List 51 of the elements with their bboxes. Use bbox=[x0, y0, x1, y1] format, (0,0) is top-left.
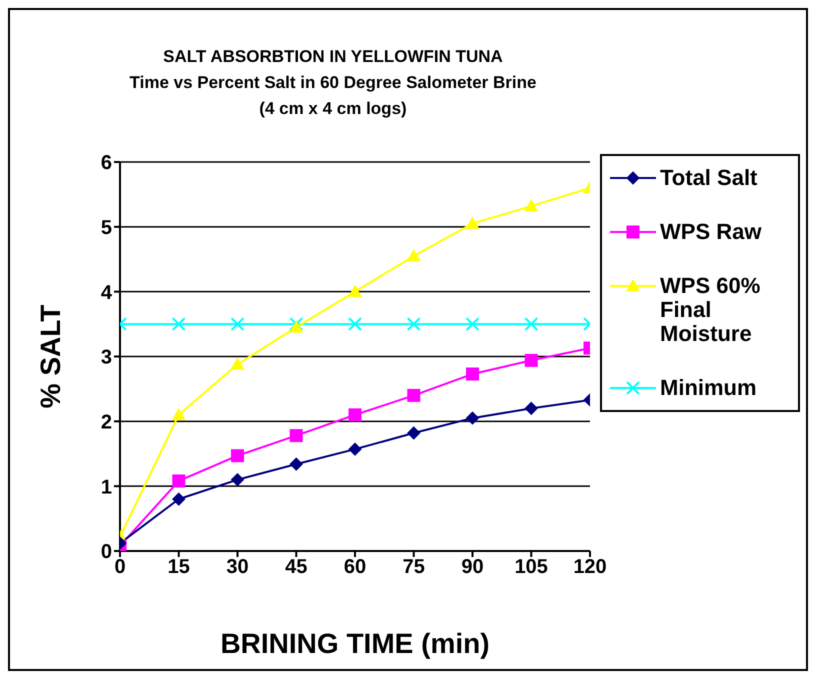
point bbox=[348, 442, 362, 456]
chart-subtitle: Time vs Percent Salt in 60 Degree Salometer Brine (4 cm x 4 cm logs) bbox=[128, 72, 538, 120]
x-tick-label: 90 bbox=[461, 556, 484, 578]
point bbox=[466, 317, 480, 332]
point bbox=[466, 217, 479, 229]
point bbox=[348, 285, 362, 297]
point bbox=[172, 474, 186, 488]
point bbox=[348, 408, 362, 422]
legend-label: WPS Raw bbox=[660, 219, 762, 244]
x-tick-label: 45 bbox=[285, 556, 308, 578]
point bbox=[172, 408, 186, 420]
point bbox=[407, 250, 420, 262]
x-tick-label: 60 bbox=[344, 556, 366, 578]
point bbox=[524, 200, 538, 212]
point bbox=[524, 354, 538, 367]
x-tick-label: 120 bbox=[573, 556, 607, 578]
point bbox=[230, 317, 244, 332]
point bbox=[466, 368, 479, 381]
y-axis-title: % SALT bbox=[34, 304, 66, 408]
y-tick-label: 1 bbox=[100, 476, 112, 498]
y-tick-label: 3 bbox=[100, 346, 112, 369]
y-tick-label: 4 bbox=[100, 282, 113, 304]
point bbox=[407, 426, 420, 440]
point bbox=[289, 317, 304, 332]
y-tick-label: 6 bbox=[100, 152, 112, 174]
point bbox=[406, 317, 421, 332]
point bbox=[348, 317, 362, 332]
x-axis-title: BRINING TIME (min) bbox=[220, 628, 490, 659]
point bbox=[290, 320, 303, 333]
y-tick-label: 5 bbox=[100, 216, 112, 239]
x-tick-label: 15 bbox=[168, 556, 190, 578]
legend-label: WPS 60% Final Moisture bbox=[660, 273, 762, 346]
point bbox=[231, 358, 244, 370]
point bbox=[524, 402, 538, 415]
point bbox=[524, 317, 538, 332]
point bbox=[231, 449, 244, 462]
x-tick-label: 30 bbox=[226, 556, 249, 578]
point bbox=[172, 317, 186, 332]
y-tick-label: 2 bbox=[100, 411, 112, 434]
point bbox=[172, 492, 186, 506]
point bbox=[466, 412, 479, 425]
chart-title: SALT ABSORBTION IN YELLOWFIN TUNA bbox=[162, 46, 504, 68]
x-tick-label: 105 bbox=[514, 556, 548, 578]
point bbox=[231, 473, 244, 486]
legend-label: Minimum bbox=[660, 375, 757, 400]
legend-label: Total Salt bbox=[660, 165, 758, 190]
point bbox=[407, 388, 420, 402]
x-tick-label: 75 bbox=[402, 556, 425, 578]
y-tick-label: 0 bbox=[100, 541, 112, 564]
point bbox=[290, 429, 303, 442]
point bbox=[290, 458, 303, 471]
